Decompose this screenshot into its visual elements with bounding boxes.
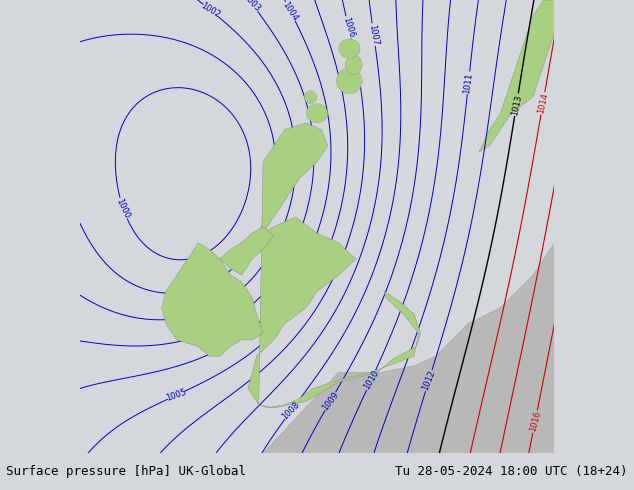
- Text: 1000: 1000: [115, 197, 132, 220]
- Text: 1001: 1001: [60, 185, 77, 208]
- Polygon shape: [248, 123, 420, 408]
- Polygon shape: [337, 68, 362, 94]
- Text: Surface pressure [hPa] UK-Global: Surface pressure [hPa] UK-Global: [6, 465, 247, 478]
- Text: 1002: 1002: [200, 1, 222, 20]
- Text: 1014: 1014: [536, 92, 550, 115]
- Text: 1008: 1008: [280, 400, 302, 421]
- Text: 1004: 1004: [281, 0, 300, 23]
- Polygon shape: [479, 0, 554, 152]
- Text: 1010: 1010: [362, 369, 380, 392]
- Text: 1001: 1001: [37, 0, 53, 6]
- Polygon shape: [162, 243, 263, 356]
- Polygon shape: [339, 39, 360, 58]
- Text: 1015: 1015: [487, 469, 501, 490]
- Text: 1018: 1018: [577, 441, 590, 463]
- Text: 1009: 1009: [320, 390, 340, 412]
- Text: Tu 28-05-2024 18:00 UTC (18+24): Tu 28-05-2024 18:00 UTC (18+24): [395, 465, 628, 478]
- Polygon shape: [306, 103, 328, 123]
- Text: 1017: 1017: [547, 453, 561, 475]
- Polygon shape: [220, 226, 274, 275]
- Text: 1016: 1016: [528, 410, 542, 433]
- Text: 1012: 1012: [421, 369, 437, 392]
- Polygon shape: [263, 243, 554, 453]
- Text: 1005: 1005: [165, 388, 188, 403]
- Text: 1007: 1007: [367, 24, 380, 46]
- Text: 1006: 1006: [341, 16, 356, 39]
- Text: 1003: 1003: [241, 0, 262, 14]
- Text: 1011: 1011: [463, 72, 474, 94]
- Polygon shape: [304, 91, 317, 103]
- Polygon shape: [345, 55, 362, 74]
- Text: 1013: 1013: [510, 94, 523, 116]
